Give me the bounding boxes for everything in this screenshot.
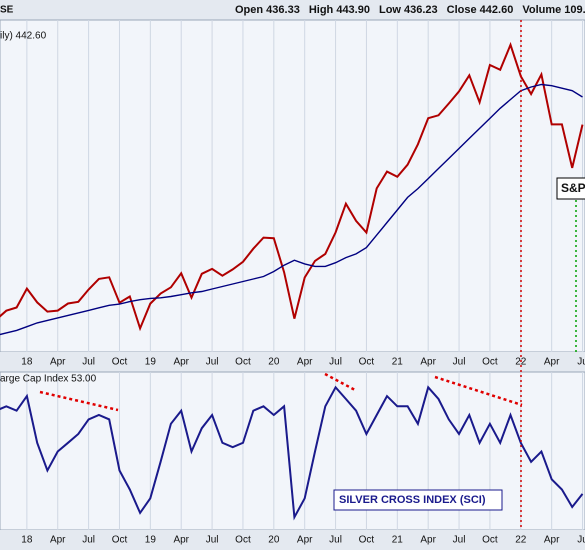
quote-item: Volume 109.3 [522,4,585,16]
x-tick-label: Jul [329,357,342,368]
quote-item: Low 436.23 [379,4,438,16]
x-tick-label: Jul [82,535,95,546]
price-label: ily) 442.60 [0,31,47,42]
x-tick-label: Oct [112,535,128,546]
x-tick-label: Apr [50,535,66,546]
annotation: S&P 500 [561,181,585,195]
x-tick-label: Jul [453,535,466,546]
grid [26,20,584,530]
trend-line [39,390,119,412]
x-tick-label: Jul [206,357,219,368]
annotation-box [333,489,503,511]
x-tick-label: 19 [145,357,157,368]
quote-item: Open 436.33 [235,4,300,16]
quote: Open 436.33 High 443.90 Low 436.23 Close 44… [235,4,585,16]
quote-item: Close 442.60 [447,4,514,16]
price-panel [0,19,585,353]
x-tick-label: 18 [21,357,33,368]
x-tick-label: Apr [297,357,313,368]
header-bar [0,0,585,20]
x-tick-label: 19 [145,535,157,546]
x-tick-label: 21 [392,535,404,546]
x-axis-strip [0,530,585,550]
x-tick-label: Oct [112,357,128,368]
x-tick-label: Oct [359,535,375,546]
lines [0,41,584,521]
quote-item: High 443.90 [309,4,370,16]
x-tick-label: Ju [577,357,585,368]
annotation-box [556,177,585,200]
x-tick-label: Oct [359,357,375,368]
x-tick-label: Ju [577,535,585,546]
series-line [0,385,584,521]
series-line [0,41,584,332]
x-tick-label: Oct [482,357,498,368]
x-tick-label: Jul [206,535,219,546]
x-tick-label: Jul [453,357,466,368]
x-tick-label: 22 [515,357,527,368]
x-tick-label: Oct [235,535,251,546]
indicator-label: arge Cap Index 53.00 [0,374,97,385]
x-tick-label: 21 [392,357,404,368]
x-axis-strip [0,352,585,372]
x-tick-label: Jul [329,535,342,546]
series-line [0,83,583,336]
x-tick-label: Apr [420,357,436,368]
x-tick-label: 20 [268,535,280,546]
symbol: SE [0,5,14,16]
x-tick-label: 18 [21,535,33,546]
x-tick-label: Jul [82,357,95,368]
annotation: SILVER CROSS INDEX (SCI) [339,494,486,506]
x-tick-label: 20 [268,357,280,368]
x-tick-label: Oct [482,535,498,546]
x-tick-label: Apr [173,357,189,368]
x-tick-label: Oct [235,357,251,368]
x-tick-label: 22 [515,535,527,546]
x-tick-label: Apr [420,535,436,546]
x-tick-label: Apr [173,535,189,546]
x-tick-label: Apr [50,357,66,368]
x-tick-label: Apr [544,535,560,546]
x-tick-label: Apr [544,357,560,368]
x-tick-label: Apr [297,535,313,546]
